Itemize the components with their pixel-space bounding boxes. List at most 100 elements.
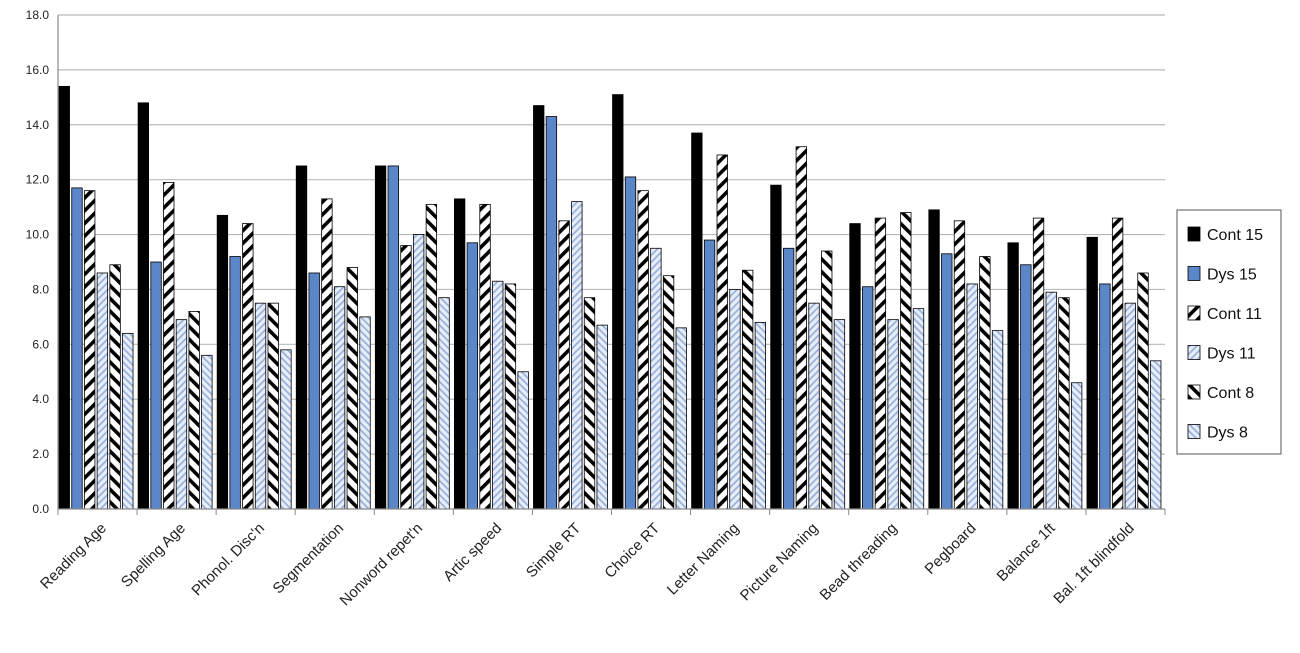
bar-dys-15 xyxy=(545,116,558,510)
bar-cont-15 xyxy=(770,184,782,510)
bar-cont-15 xyxy=(691,132,703,510)
legend-label: Dys 15 xyxy=(1207,267,1257,284)
y-tick-label: 0.0 xyxy=(32,502,49,516)
x-category-label: Choice RT xyxy=(601,520,663,582)
bar-cont-15 xyxy=(612,94,624,510)
bar-cont-8 xyxy=(900,212,912,510)
y-tick-label: 2.0 xyxy=(32,447,49,461)
bar-cont-8 xyxy=(425,203,438,510)
y-tick-label: 18.0 xyxy=(26,8,50,22)
axes xyxy=(57,15,1166,515)
bar-dys-11 xyxy=(729,289,741,510)
legend-swatch xyxy=(1187,305,1201,321)
bar-cont-15 xyxy=(533,105,545,510)
bar-dys-11 xyxy=(650,247,662,510)
bar-cont-15 xyxy=(1007,242,1019,510)
bar-dys-11 xyxy=(571,201,583,510)
bar-cont-11 xyxy=(795,146,807,510)
bar-dys-11 xyxy=(1124,302,1136,510)
bar-dys-11 xyxy=(492,280,504,510)
x-category-label: Simple RT xyxy=(523,520,584,581)
bar-dys-11 xyxy=(96,272,109,510)
bar-cont-8 xyxy=(662,275,675,510)
bar-cont-15 xyxy=(374,165,387,510)
bar-dys-8 xyxy=(1150,360,1162,510)
legend-swatch xyxy=(1187,424,1201,439)
y-tick-label: 16.0 xyxy=(26,63,50,77)
legend-label: Cont 15 xyxy=(1207,227,1263,244)
bar-dys-8 xyxy=(517,371,529,510)
bar-cont-11 xyxy=(163,182,175,510)
bar-dys-15 xyxy=(1099,283,1111,510)
bar-dys-8 xyxy=(596,324,608,510)
bar-dys-8 xyxy=(438,297,450,510)
bar-cont-8 xyxy=(821,250,833,510)
bar-cont-8 xyxy=(1137,272,1149,510)
y-tick-label: 8.0 xyxy=(32,282,49,296)
bar-dys-15 xyxy=(466,242,478,510)
y-tick-label: 6.0 xyxy=(32,337,49,351)
bar-cont-11 xyxy=(637,190,649,510)
x-category-label: Bal. 1ft blindfold xyxy=(1050,520,1138,608)
x-category-label: Spelling Age xyxy=(118,520,189,591)
legend: Cont 15 Dys 15 Cont 11 Dys 11 Cont 8 Dys 8 xyxy=(1176,209,1282,455)
bar-cont-8 xyxy=(1058,297,1070,510)
x-category-label: Segmentation xyxy=(270,520,347,597)
bar-cont-15 xyxy=(58,85,70,510)
legend-label: Cont 8 xyxy=(1207,385,1254,402)
x-category-label: Artic speed xyxy=(440,520,505,585)
bar-dys-11 xyxy=(413,234,425,510)
bar-cont-8 xyxy=(583,297,596,510)
bar-cont-11 xyxy=(84,190,96,510)
x-category-label: Nonword repet'n xyxy=(337,520,427,610)
bar-cont-11 xyxy=(558,220,570,510)
bar-dys-8 xyxy=(359,316,371,510)
bar-dys-11 xyxy=(1045,291,1057,510)
bar-dys-8 xyxy=(912,308,925,510)
legend-label: Cont 11 xyxy=(1207,306,1262,323)
x-category-labels: Reading Age Spelling Age Phonol. Disc'n Seg… xyxy=(37,519,1138,609)
bar-dys-15 xyxy=(229,256,241,510)
bar-dys-11 xyxy=(887,319,899,510)
bar-dys-8 xyxy=(991,330,1004,510)
bar-cont-11 xyxy=(874,217,887,510)
x-category-label: Pegboard xyxy=(922,520,980,578)
bar-cont-15 xyxy=(137,102,150,510)
bar-dys-8 xyxy=(1070,382,1083,510)
bar-cont-8 xyxy=(346,267,358,510)
bar-dys-15 xyxy=(71,187,83,510)
bar-cont-15 xyxy=(849,223,861,510)
bar-cont-8 xyxy=(979,256,991,510)
bar-dys-11 xyxy=(808,302,820,510)
x-category-label: Letter Naming xyxy=(664,520,743,599)
legend-swatch xyxy=(1187,384,1201,400)
bar-cont-11 xyxy=(479,203,491,510)
y-tick-label: 12.0 xyxy=(26,173,50,187)
bar-cont-15 xyxy=(295,165,308,510)
bar-cont-8 xyxy=(267,302,279,510)
legend-box xyxy=(1176,209,1282,455)
bar-cont-8 xyxy=(742,269,754,510)
bar-cont-15 xyxy=(928,209,940,510)
y-tick-labels: 0.0 2.0 4.0 6.0 8.0 10.0 12.0 14.0 16.0 18.0 xyxy=(26,8,50,516)
legend-swatch xyxy=(1187,345,1201,360)
bar-cont-11 xyxy=(242,223,254,510)
bar-dys-15 xyxy=(308,272,320,510)
bar-cont-15 xyxy=(216,214,229,510)
bar-cont-11 xyxy=(716,154,728,510)
y-tick-label: 10.0 xyxy=(26,228,50,242)
bar-dys-8 xyxy=(833,319,846,510)
bar-dys-8 xyxy=(754,321,767,510)
bar-dys-15 xyxy=(703,239,716,510)
bar-cont-11 xyxy=(400,245,412,510)
bar-dys-11 xyxy=(333,286,346,510)
bar-cont-8 xyxy=(504,283,517,510)
bar-dys-11 xyxy=(966,283,978,510)
legend-label: Dys 11 xyxy=(1207,346,1256,363)
x-category-label: Picture Naming xyxy=(737,520,822,605)
bar-dys-8 xyxy=(122,332,134,510)
x-category-label: Balance 1ft xyxy=(994,519,1060,585)
bar-cont-15 xyxy=(1086,236,1098,510)
bar-cont-11 xyxy=(321,198,333,510)
